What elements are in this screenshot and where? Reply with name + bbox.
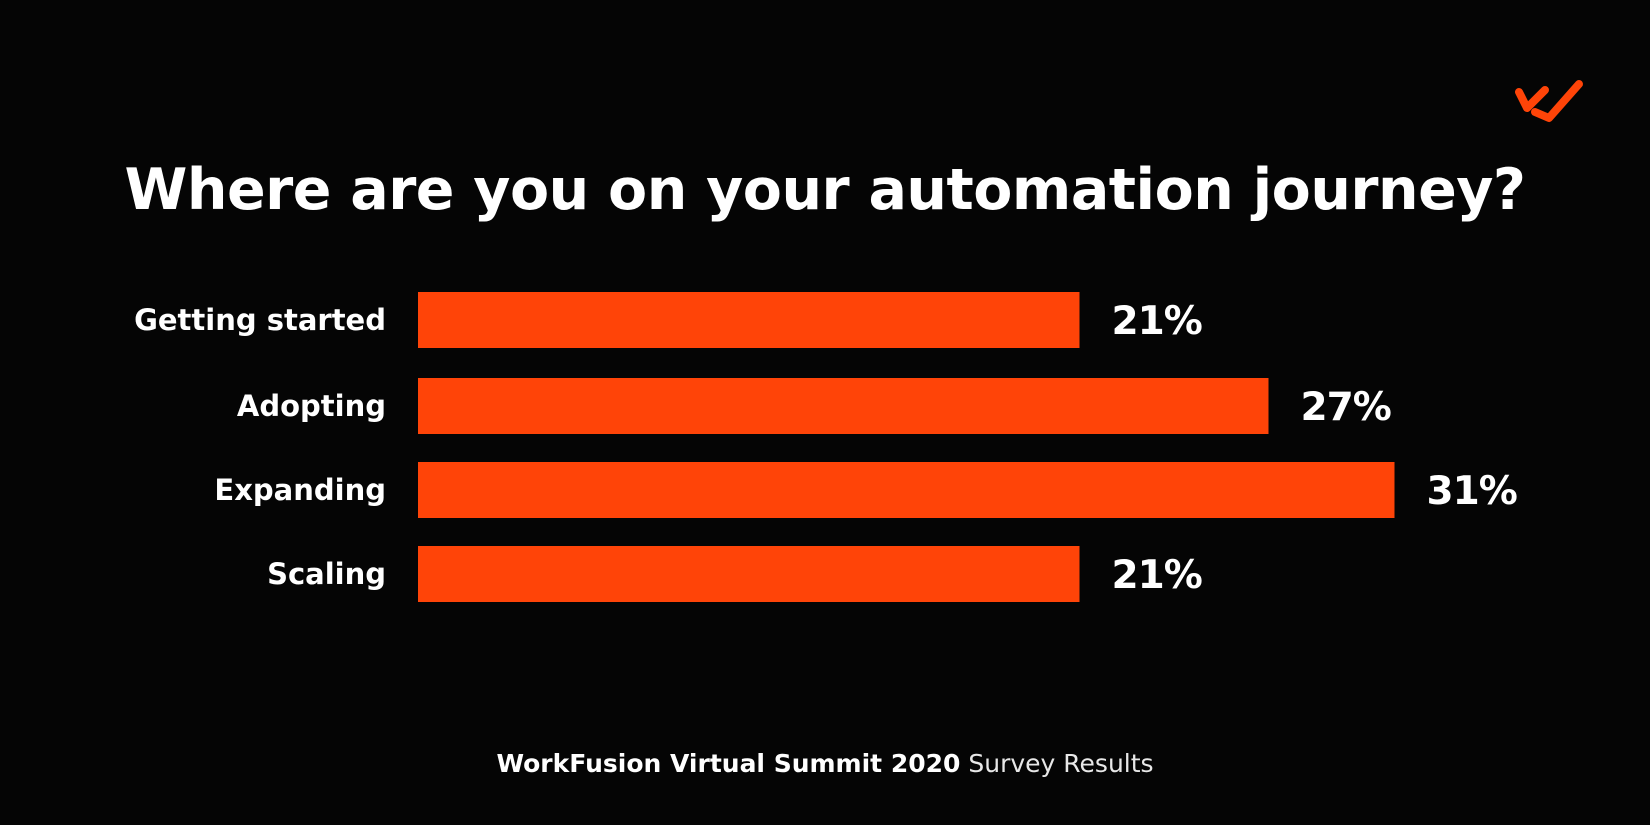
category-label: Adopting xyxy=(237,389,386,423)
footer-caption: WorkFusion Virtual Summit 2020 Survey Re… xyxy=(0,748,1650,780)
category-label: Expanding xyxy=(214,473,386,507)
value-label: 21% xyxy=(1112,299,1202,344)
footer-suffix: Survey Results xyxy=(968,749,1154,778)
footer-event: WorkFusion Virtual Summit 2020 xyxy=(496,749,961,778)
bar xyxy=(418,546,1080,602)
workfusion-logo-icon xyxy=(1515,80,1583,122)
category-label: Getting started xyxy=(134,303,386,337)
value-label: 31% xyxy=(1427,469,1517,514)
value-label: 27% xyxy=(1301,385,1391,430)
chart-title: Where are you on your automation journey… xyxy=(124,157,1527,223)
value-label: 21% xyxy=(1112,553,1202,598)
bar xyxy=(418,292,1080,348)
bar xyxy=(418,462,1395,518)
category-label: Scaling xyxy=(267,557,386,591)
bar xyxy=(418,378,1269,434)
